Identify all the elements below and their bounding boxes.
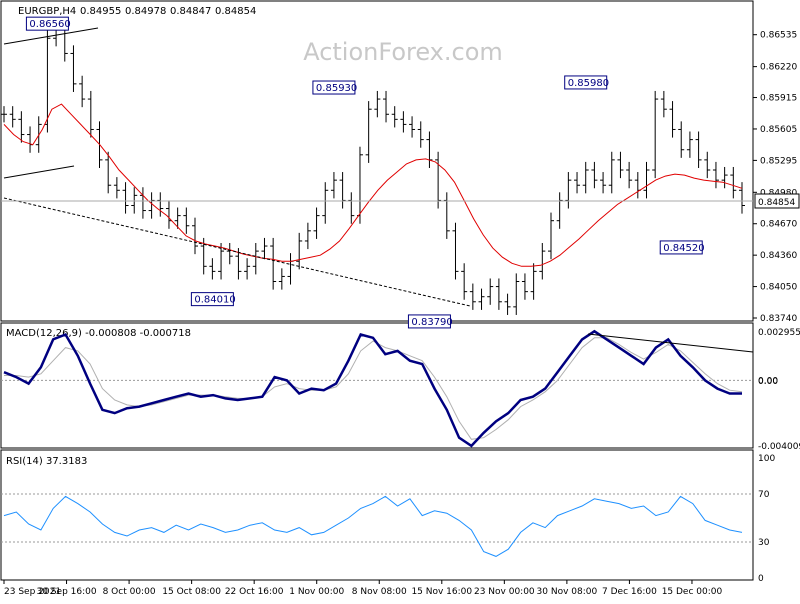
rsi-tick-label: 100 <box>758 454 775 464</box>
macd-plot <box>1 329 754 448</box>
ohlc-close: 0.84854 <box>215 6 256 17</box>
current-price-box <box>754 193 800 209</box>
x-tick-label: 23 Nov 00:00 <box>474 587 535 597</box>
price-tick-label: 0.84980 <box>760 188 797 198</box>
annotation-box <box>25 16 69 31</box>
annotation-box <box>564 75 608 90</box>
x-tick-label: 15 Dec 00:00 <box>662 587 723 597</box>
price-tick-label: 0.83740 <box>760 314 797 324</box>
annotation-label: 0.85930 <box>316 83 357 94</box>
macd-tick-label: -0.004009 <box>758 442 800 452</box>
x-tick-label: 7 Dec 16:00 <box>602 587 657 597</box>
price-tick-label: 0.86535 <box>760 31 797 41</box>
x-tick-label: 15 Nov 16:00 <box>411 587 472 597</box>
price-tick-label: 0.85295 <box>760 156 797 166</box>
price-annotation: 0.83790 <box>407 314 453 329</box>
price-panel-frame <box>0 0 754 322</box>
macd-signal-line <box>4 337 743 440</box>
macd-line <box>3 329 742 448</box>
price-annotations: 0.86560 0.84010 0.85930 0.83790 0.85980 0.845… <box>25 16 705 329</box>
macd-divergence-line <box>587 333 754 353</box>
price-tick-label: 0.85605 <box>760 125 797 135</box>
x-tick-label: 22 Oct 16:00 <box>225 587 284 597</box>
annotation-box <box>659 240 703 255</box>
price-tick-label: 0.85915 <box>760 94 797 104</box>
annotation-label: 0.84520 <box>663 243 704 254</box>
moving-average-line <box>3 103 743 267</box>
watermark: ActionForex.com <box>303 38 503 66</box>
macd-tick-label: 0.00 <box>758 377 778 387</box>
rsi-tick-label: 70 <box>758 490 770 500</box>
ohlc-high: 0.84978 <box>125 6 166 17</box>
price-annotation: 0.85930 <box>312 80 357 95</box>
price-tick-label: 0.84050 <box>760 283 797 293</box>
rsi-plot <box>1 493 753 557</box>
current-price-label: 0.84854 <box>758 198 795 208</box>
rsi-y-axis: 100 70 30 0 <box>758 454 775 584</box>
price-y-axis: 0.86535 0.86220 0.85915 0.85605 0.85295 0.849… <box>753 31 797 324</box>
price-tick-label: 0.84670 <box>760 220 797 230</box>
rsi-title: RSI(14) 37.3183 <box>6 456 87 467</box>
x-tick-label: 8 Nov 08:00 <box>352 587 407 597</box>
channel-upper-line <box>3 27 99 45</box>
macd-tick-label: 0.00 <box>758 376 778 386</box>
annotation-box <box>190 292 234 307</box>
price-plot <box>1 20 745 315</box>
x-tick-label: 8 Oct 00:00 <box>103 587 156 597</box>
current-price-marker: 0.84854 <box>1 193 800 209</box>
x-tick-label: 1 Nov 00:00 <box>289 587 344 597</box>
macd-tick-label: 0.002955 <box>758 328 800 338</box>
x-tick-label: 15 Oct 08:00 <box>162 587 221 597</box>
annotation-label: 0.85980 <box>568 78 609 89</box>
macd-title: MACD(12,26,9) -0.000808 -0.000718 <box>6 328 191 339</box>
annotation-box <box>312 80 356 95</box>
x-tick-label: 23 Sep 2021 <box>4 587 61 597</box>
annotation-label: 0.84010 <box>194 295 235 306</box>
rsi-panel-frame <box>0 449 754 581</box>
ohlc-low: 0.84847 <box>170 6 211 17</box>
annotation-label: 0.83790 <box>411 317 452 328</box>
price-annotation: 0.84520 <box>659 240 705 255</box>
annotation-box <box>407 314 451 329</box>
x-tick-label: 30 Nov 08:00 <box>537 587 598 597</box>
rsi-line <box>3 495 743 557</box>
annotation-label: 0.86560 <box>29 19 70 30</box>
price-annotation: 0.86560 <box>25 16 71 31</box>
channel-lower-line <box>3 165 75 179</box>
price-annotation: 0.84010 <box>190 292 236 307</box>
rsi-tick-label: 0 <box>758 574 764 584</box>
macd-panel-frame <box>0 322 754 449</box>
x-tick-label: 30 Sep 16:00 <box>37 587 97 597</box>
rsi-tick-label: 30 <box>758 538 770 548</box>
symbol-header: EURGBP,H4 <box>18 6 76 17</box>
price-annotation: 0.85980 <box>564 75 609 90</box>
ohlc-open: 0.84955 <box>80 6 121 17</box>
price-tick-label: 0.84360 <box>760 251 797 261</box>
price-tick-label: 0.86220 <box>760 63 797 73</box>
